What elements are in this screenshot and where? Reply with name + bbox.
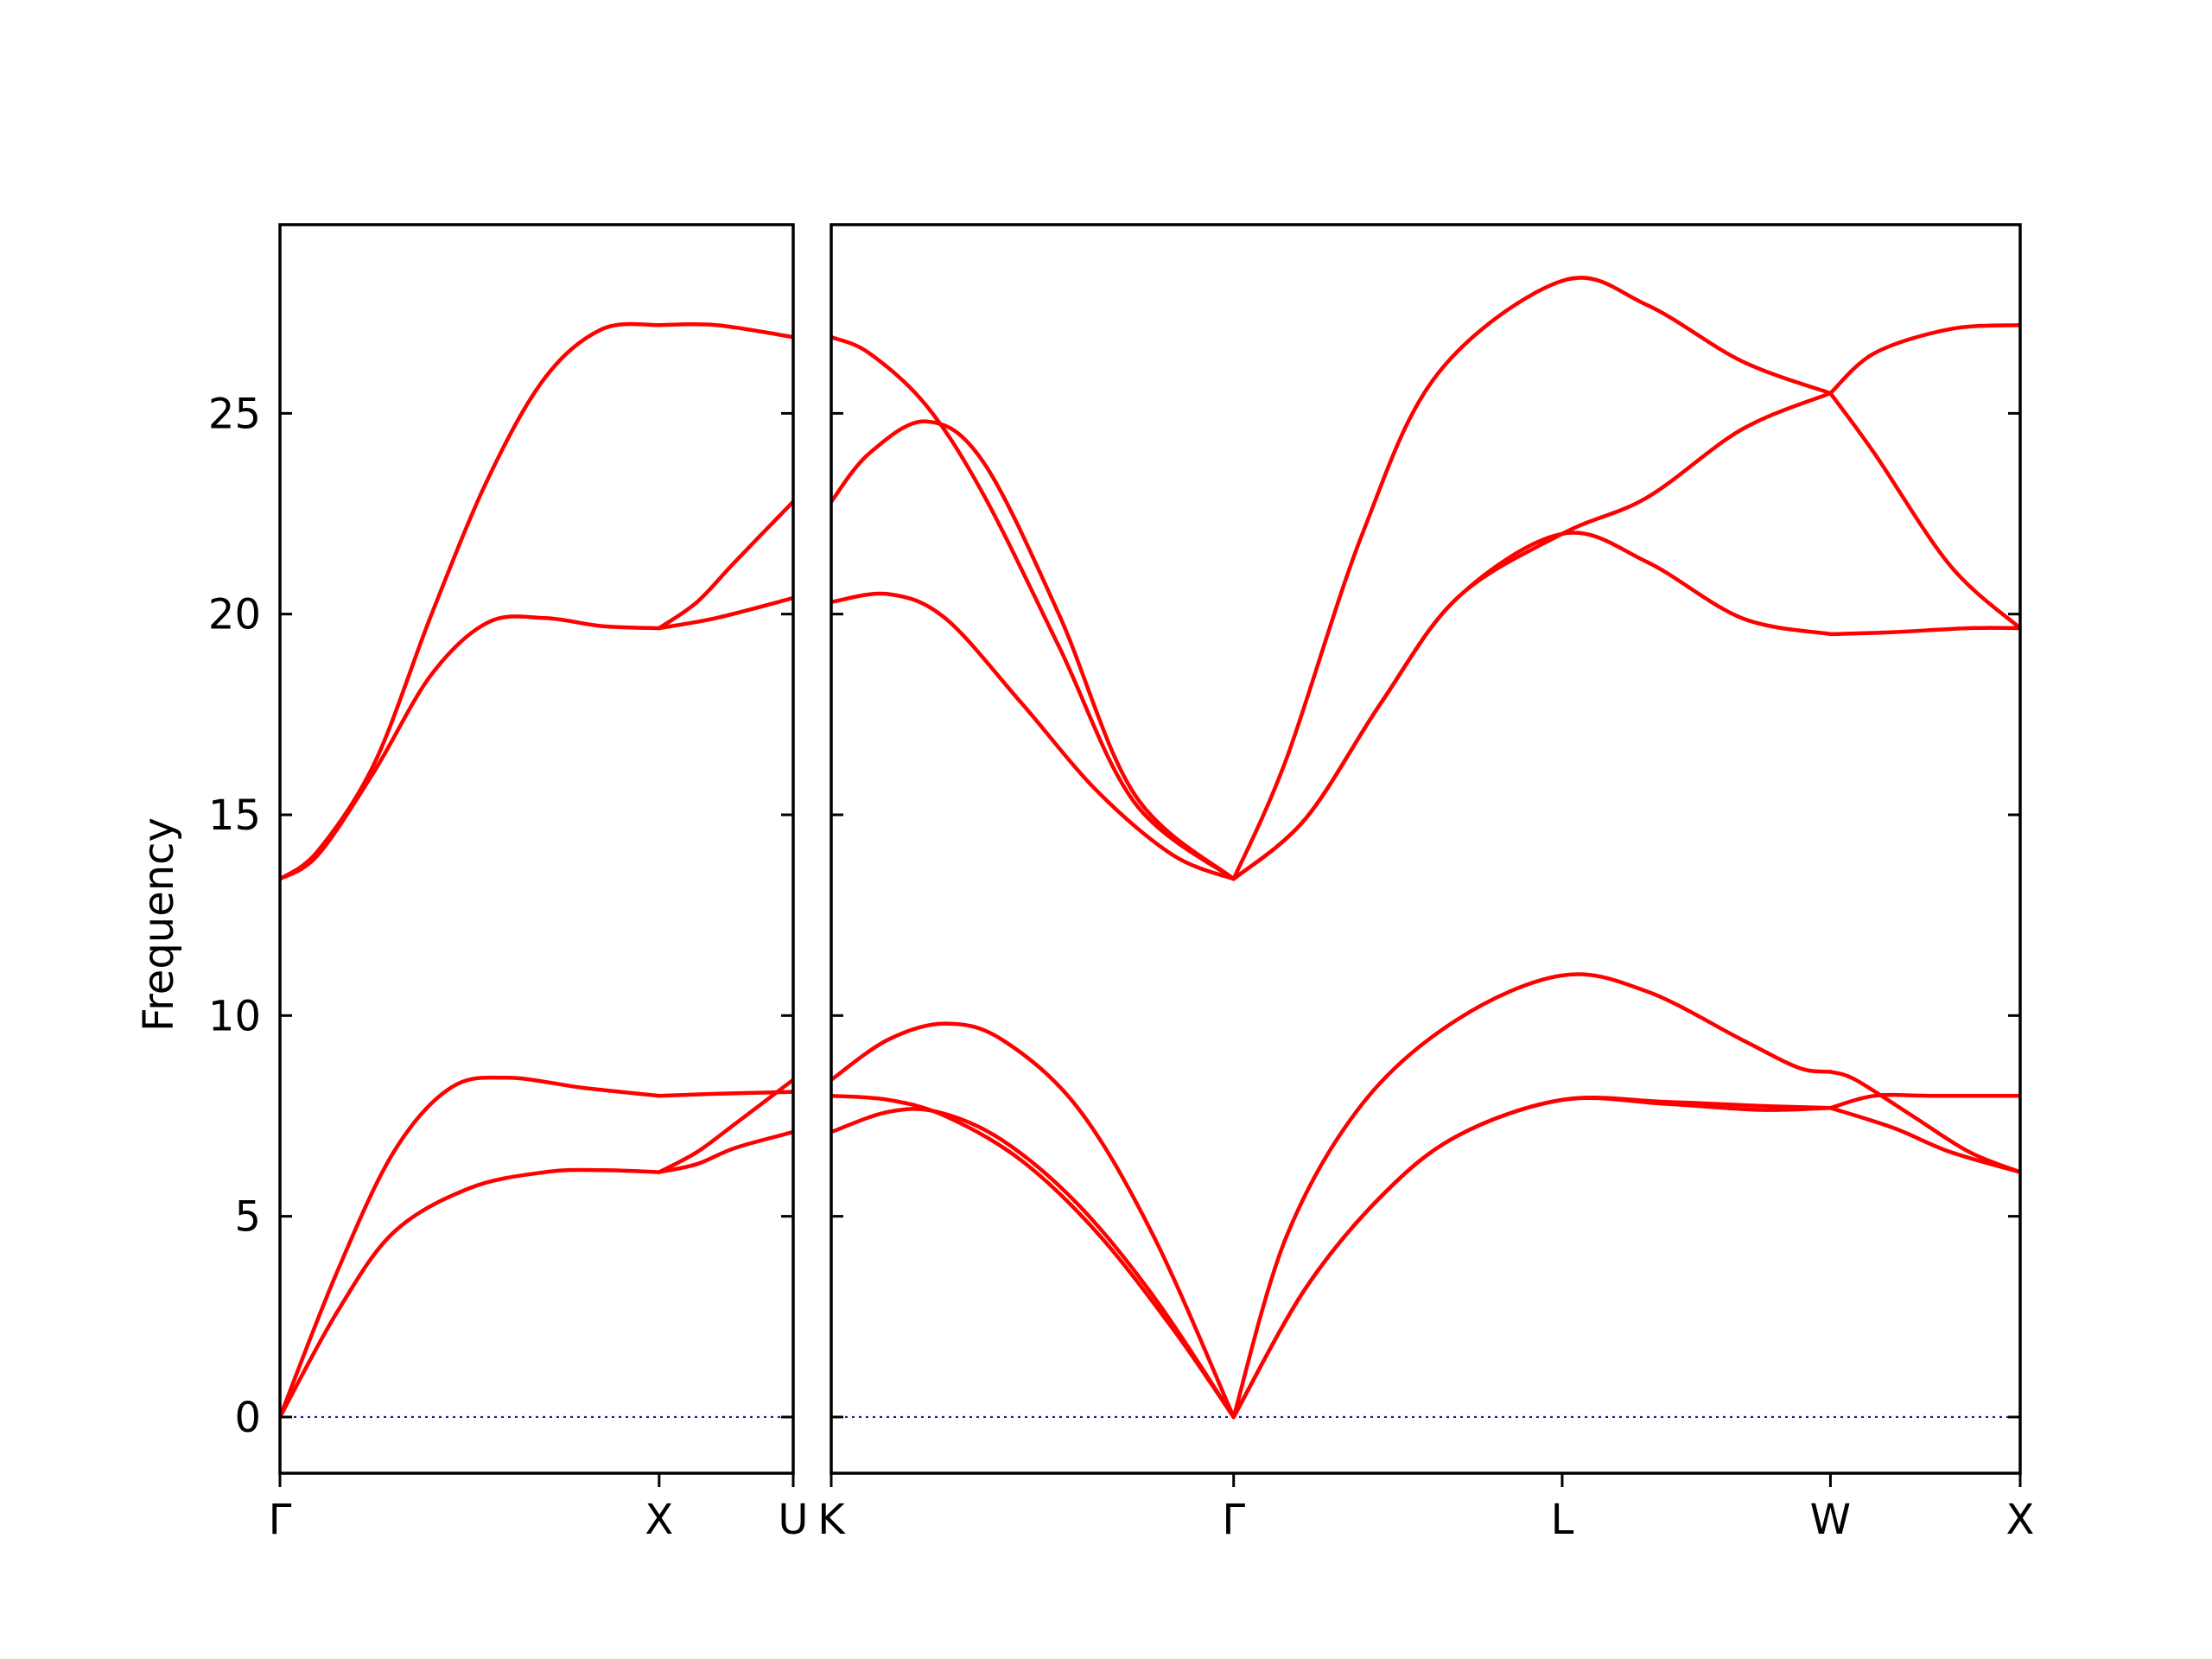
band-line-18 <box>1828 322 2020 396</box>
x-tick-label: X <box>2006 1496 2035 1544</box>
band-line-7 <box>1828 1092 2020 1110</box>
x-tick-label: U <box>778 1496 808 1544</box>
band-line-9 <box>657 499 793 631</box>
panel-gamma-x-u: 0 5 10 15 20 25 Γ X U <box>208 223 809 1544</box>
x-tick-label: K <box>817 1496 846 1544</box>
y-tick-label: 0 <box>234 1394 261 1442</box>
y-tick-label: 20 <box>208 591 261 639</box>
y-tick-label: 10 <box>208 992 261 1040</box>
band-line-14 <box>1231 391 1833 881</box>
x-tick-label: W <box>1810 1496 1851 1544</box>
band-line-17 <box>1828 391 2020 631</box>
band-line-5 <box>1231 1096 1833 1420</box>
band-line-16 <box>1828 626 2020 637</box>
band-line-1 <box>831 1107 1236 1420</box>
band-line-12 <box>831 334 1236 881</box>
band-series-group <box>831 276 2020 1420</box>
x-tick-label: X <box>645 1496 673 1544</box>
band-line-3 <box>831 1021 1236 1420</box>
axes-frame <box>278 223 795 1475</box>
band-line-3 <box>280 614 662 881</box>
x-tick-label: Γ <box>269 1496 292 1544</box>
y-tick-label: 15 <box>208 791 261 840</box>
band-line-2 <box>280 1075 662 1420</box>
band-line-5 <box>657 1129 793 1174</box>
band-line-4 <box>280 321 662 881</box>
axes-frame <box>830 223 2022 1475</box>
band-line-10 <box>831 591 1236 881</box>
y-axis-label: Frequency <box>135 817 183 1032</box>
band-line-9 <box>1828 1070 2020 1174</box>
band-line-11 <box>831 419 1236 881</box>
y-tick-label: 25 <box>208 390 261 438</box>
band-line-8 <box>1828 1105 2020 1174</box>
band-line-1 <box>280 1167 662 1420</box>
band-line-10 <box>657 321 793 340</box>
band-line-2 <box>831 1093 1236 1420</box>
y-tick-label: 5 <box>234 1193 261 1242</box>
x-tick-label: Γ <box>1222 1496 1245 1544</box>
band-line-4 <box>1231 1096 1833 1420</box>
band-line-6 <box>1231 972 1833 1420</box>
band-series-group <box>280 321 793 1420</box>
band-line-8 <box>657 595 793 631</box>
band-line-7 <box>657 1077 793 1174</box>
band-line-13 <box>1231 531 1833 881</box>
x-tick-label: L <box>1551 1496 1574 1544</box>
band-line-15 <box>1231 276 1833 881</box>
